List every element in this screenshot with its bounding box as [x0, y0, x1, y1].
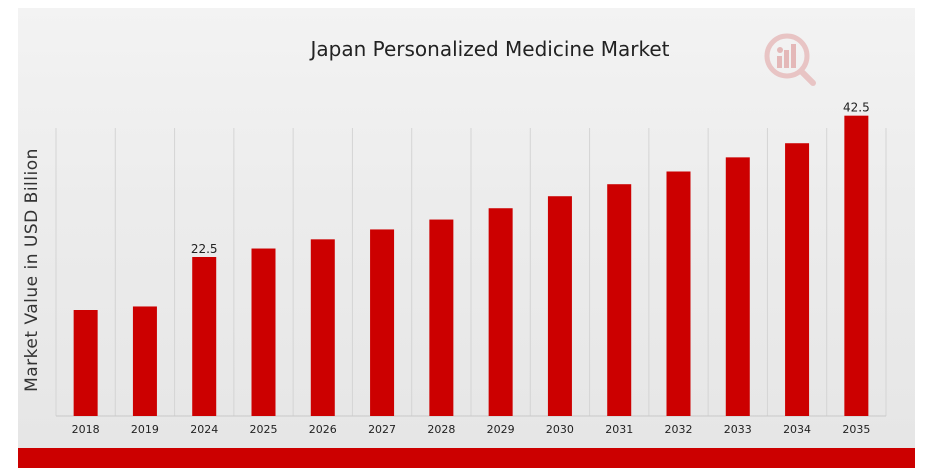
bar-2032	[666, 171, 691, 416]
x-tick-label: 2033	[724, 423, 752, 436]
bar-2033	[725, 157, 750, 417]
x-tick-label: 2024	[190, 423, 218, 436]
bar-2030	[547, 196, 572, 416]
bar-2026	[310, 239, 335, 416]
bar-2019	[132, 306, 157, 416]
x-tick-label: 2031	[605, 423, 633, 436]
bar-2018	[73, 310, 98, 416]
bar-2035	[844, 115, 869, 417]
x-tick-label: 2030	[546, 423, 574, 436]
market-research-logo-icon	[764, 33, 816, 86]
x-tick-label: 2018	[72, 423, 100, 436]
x-tick-label: 2026	[309, 423, 337, 436]
bar-2034	[785, 143, 810, 416]
data-label-2035: 42.5	[843, 101, 870, 115]
x-tick-label: 2019	[131, 423, 159, 436]
x-tick-label: 2027	[368, 423, 396, 436]
bar-2031	[607, 184, 632, 416]
x-tick-label: 2028	[427, 423, 455, 436]
bar-2028	[429, 219, 454, 416]
data-label-2024: 22.5	[191, 242, 218, 256]
x-tick-label: 2034	[783, 423, 811, 436]
chart-panel	[18, 8, 915, 448]
bar-2025	[251, 248, 276, 416]
x-tick-label: 2035	[842, 423, 870, 436]
bottom-accent-bar	[18, 448, 915, 468]
chart-title: Japan Personalized Medicine Market	[310, 37, 670, 61]
x-tick-label: 2025	[250, 423, 278, 436]
x-tick-label: 2029	[487, 423, 515, 436]
bar-2029	[488, 208, 513, 416]
x-tick-label: 2032	[665, 423, 693, 436]
bar-2027	[370, 229, 395, 416]
bar-2024	[192, 257, 217, 416]
